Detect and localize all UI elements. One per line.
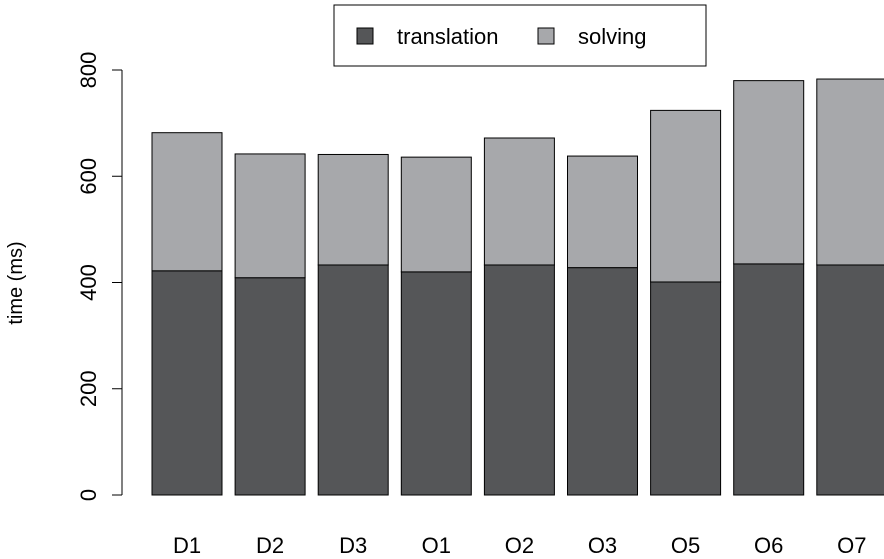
bar-translation-O5: [650, 281, 722, 496]
y-tick-label: 0: [76, 489, 101, 501]
bar-solving-O3: [567, 155, 638, 269]
bar-translation-D2: [234, 277, 306, 496]
y-tick-label: 800: [76, 52, 101, 89]
bars-layer: [151, 78, 884, 496]
x-tick-label: O3: [588, 533, 617, 558]
legend: translation solving: [333, 4, 707, 67]
bar-translation-O3: [567, 267, 638, 496]
bar-solving-D3: [317, 153, 389, 266]
bar-solving-O1: [400, 156, 472, 273]
bar-translation-D3: [317, 264, 389, 496]
x-tick-label: D1: [173, 533, 201, 558]
x-tick-label: O1: [422, 533, 451, 558]
bar-translation-O7: [816, 264, 884, 496]
bar-solving-O5: [650, 109, 722, 283]
bar-solving-D1: [151, 132, 223, 272]
bar-solving-O2: [483, 137, 555, 266]
x-tick-label: D3: [339, 533, 367, 558]
y-axis: 0 200 400 600 800: [76, 52, 123, 501]
legend-swatch-translation: [356, 27, 374, 45]
bar-translation-O2: [483, 264, 555, 496]
bar-solving-D2: [234, 153, 306, 279]
bar-solving-O6: [733, 80, 805, 265]
x-tick-label: D2: [256, 533, 284, 558]
x-tick-label: O2: [505, 533, 534, 558]
legend-label-translation: translation: [397, 24, 499, 49]
bar-translation-D1: [151, 270, 223, 496]
x-tick-label: O7: [837, 533, 866, 558]
y-axis-label: time (ms): [5, 241, 27, 324]
x-tick-label: O5: [671, 533, 700, 558]
legend-label-solving: solving: [578, 24, 646, 49]
y-tick-label: 400: [76, 264, 101, 301]
x-tick-label: O6: [754, 533, 783, 558]
y-tick-label: 200: [76, 370, 101, 407]
bar-solving-O7: [816, 78, 884, 266]
y-tick-label: 600: [76, 158, 101, 195]
legend-box: [333, 4, 707, 67]
legend-swatch-solving: [537, 27, 555, 45]
bar-translation-O6: [733, 263, 805, 496]
bar-translation-O1: [400, 271, 472, 496]
x-tick-labels: D1 D2 D3 O1 O2 O3 O5 O6 O7: [173, 533, 867, 558]
